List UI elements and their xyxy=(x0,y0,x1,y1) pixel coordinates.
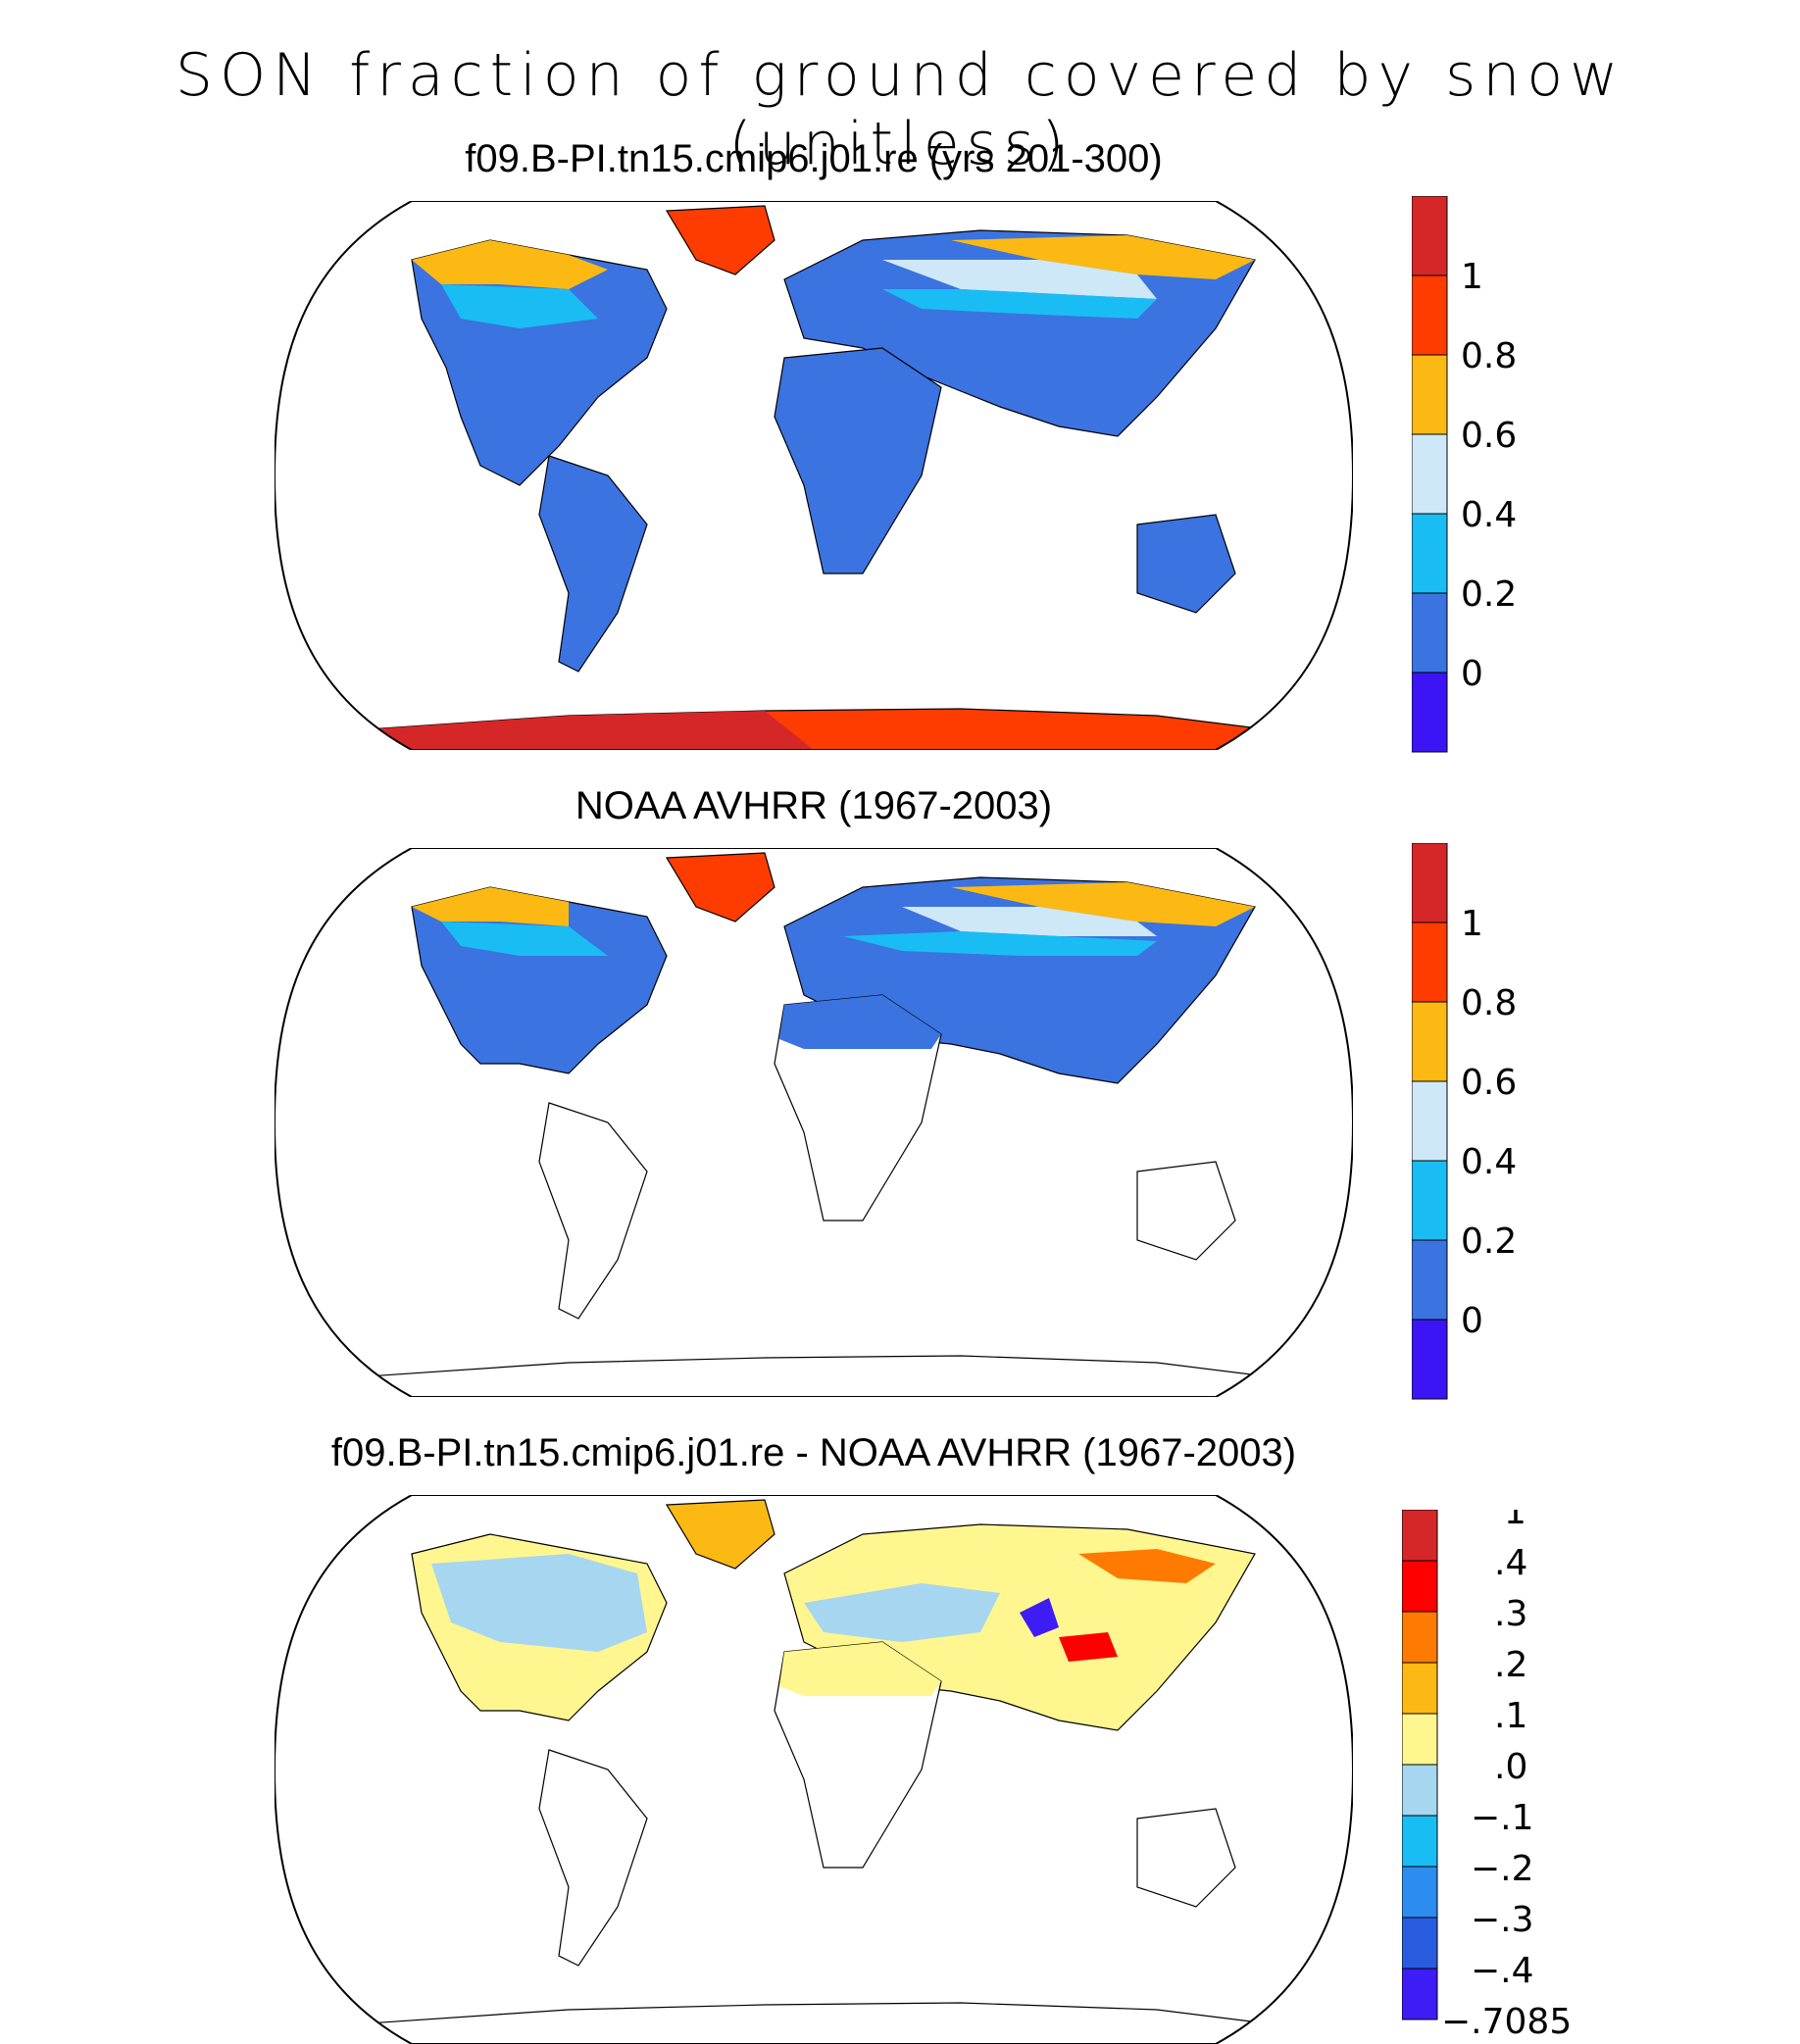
p3-cb-label--.7085: −.7085 xyxy=(1441,2002,1572,2039)
p2-cb-label-0.2: 0.2 xyxy=(1461,1221,1517,1262)
panel-3-colorbar: 1 .4 .3 .2 .1 .0 −.1 −.2 −.3 −.4 −.7085 xyxy=(1402,1510,1572,2039)
p1-cb-label-1: 1 xyxy=(1461,257,1483,297)
panel-2-map xyxy=(275,848,1353,1397)
p2-cb-label-0.8: 0.8 xyxy=(1461,983,1517,1023)
p3-cb-label-.0: .0 xyxy=(1494,1747,1527,1787)
africa xyxy=(774,347,942,574)
panel-1-title: f09.B-PI.tn15.cmip6.j01.re (yrs 201-300) xyxy=(465,137,1163,180)
panel-1-colorbar: 1 0.8 0.6 0.4 0.2 0 xyxy=(1412,196,1517,753)
p3-cb-label--.1: −.1 xyxy=(1471,1798,1534,1838)
p3-cb-label-.2: .2 xyxy=(1494,1645,1527,1685)
panel-2-colorbar: 1 0.8 0.6 0.4 0.2 0 xyxy=(1412,843,1517,1400)
p3-cb-label--.2: −.2 xyxy=(1471,1849,1534,1889)
p2-cb-label-1: 1 xyxy=(1461,904,1483,944)
panel-3-map xyxy=(275,1495,1353,2044)
africa-outline xyxy=(774,994,942,1221)
panel-1-map xyxy=(275,201,1353,750)
p2-cb-label-0: 0 xyxy=(1461,1301,1483,1341)
p3-cb-label-1: 1 xyxy=(1504,1510,1526,1532)
p1-cb-label-0.2: 0.2 xyxy=(1461,574,1517,615)
figure-title: SON fraction of ground covered by snow (… xyxy=(175,41,1625,178)
p1-cb-label-0.4: 0.4 xyxy=(1461,495,1517,535)
south-america-outline xyxy=(538,1749,648,1967)
australia xyxy=(1136,514,1236,614)
p2-cb-label-0.4: 0.4 xyxy=(1461,1142,1517,1182)
australia-outline xyxy=(1136,1808,1236,1908)
africa xyxy=(774,1641,942,1869)
p3-cb-label-.1: .1 xyxy=(1494,1696,1527,1736)
p1-cb-label-0.6: 0.6 xyxy=(1461,416,1517,456)
greenland xyxy=(665,1499,775,1570)
greenland xyxy=(665,852,775,922)
panel-2-title: NOAA AVHRR (1967-2003) xyxy=(575,784,1053,827)
p1-cb-label-0.8: 0.8 xyxy=(1461,336,1517,376)
p2-cb-label-0.6: 0.6 xyxy=(1461,1063,1517,1103)
panel-1-colorbar-boxes xyxy=(1412,196,1448,753)
antarctica-outline xyxy=(352,2002,1275,2025)
p1-cb-label-0: 0 xyxy=(1461,654,1483,694)
panel-2-colorbar-boxes xyxy=(1412,843,1448,1400)
p3-cb-label-.4: .4 xyxy=(1494,1543,1527,1583)
p3-cb-label--.4: −.4 xyxy=(1471,1951,1534,1991)
greenland xyxy=(665,205,775,275)
australia-outline xyxy=(1136,1161,1236,1261)
p3-cb-label-.3: .3 xyxy=(1494,1594,1527,1634)
panel-3-colorbar-boxes xyxy=(1402,1510,1438,2020)
south-america xyxy=(538,455,648,673)
antarctica-outline xyxy=(352,1355,1275,1378)
p3-cb-label--.3: −.3 xyxy=(1471,1900,1534,1940)
south-america-outline xyxy=(538,1102,648,1320)
panel-3-title: f09.B-PI.tn15.cmip6.j01.re - NOAA AVHRR … xyxy=(330,1431,1297,1474)
